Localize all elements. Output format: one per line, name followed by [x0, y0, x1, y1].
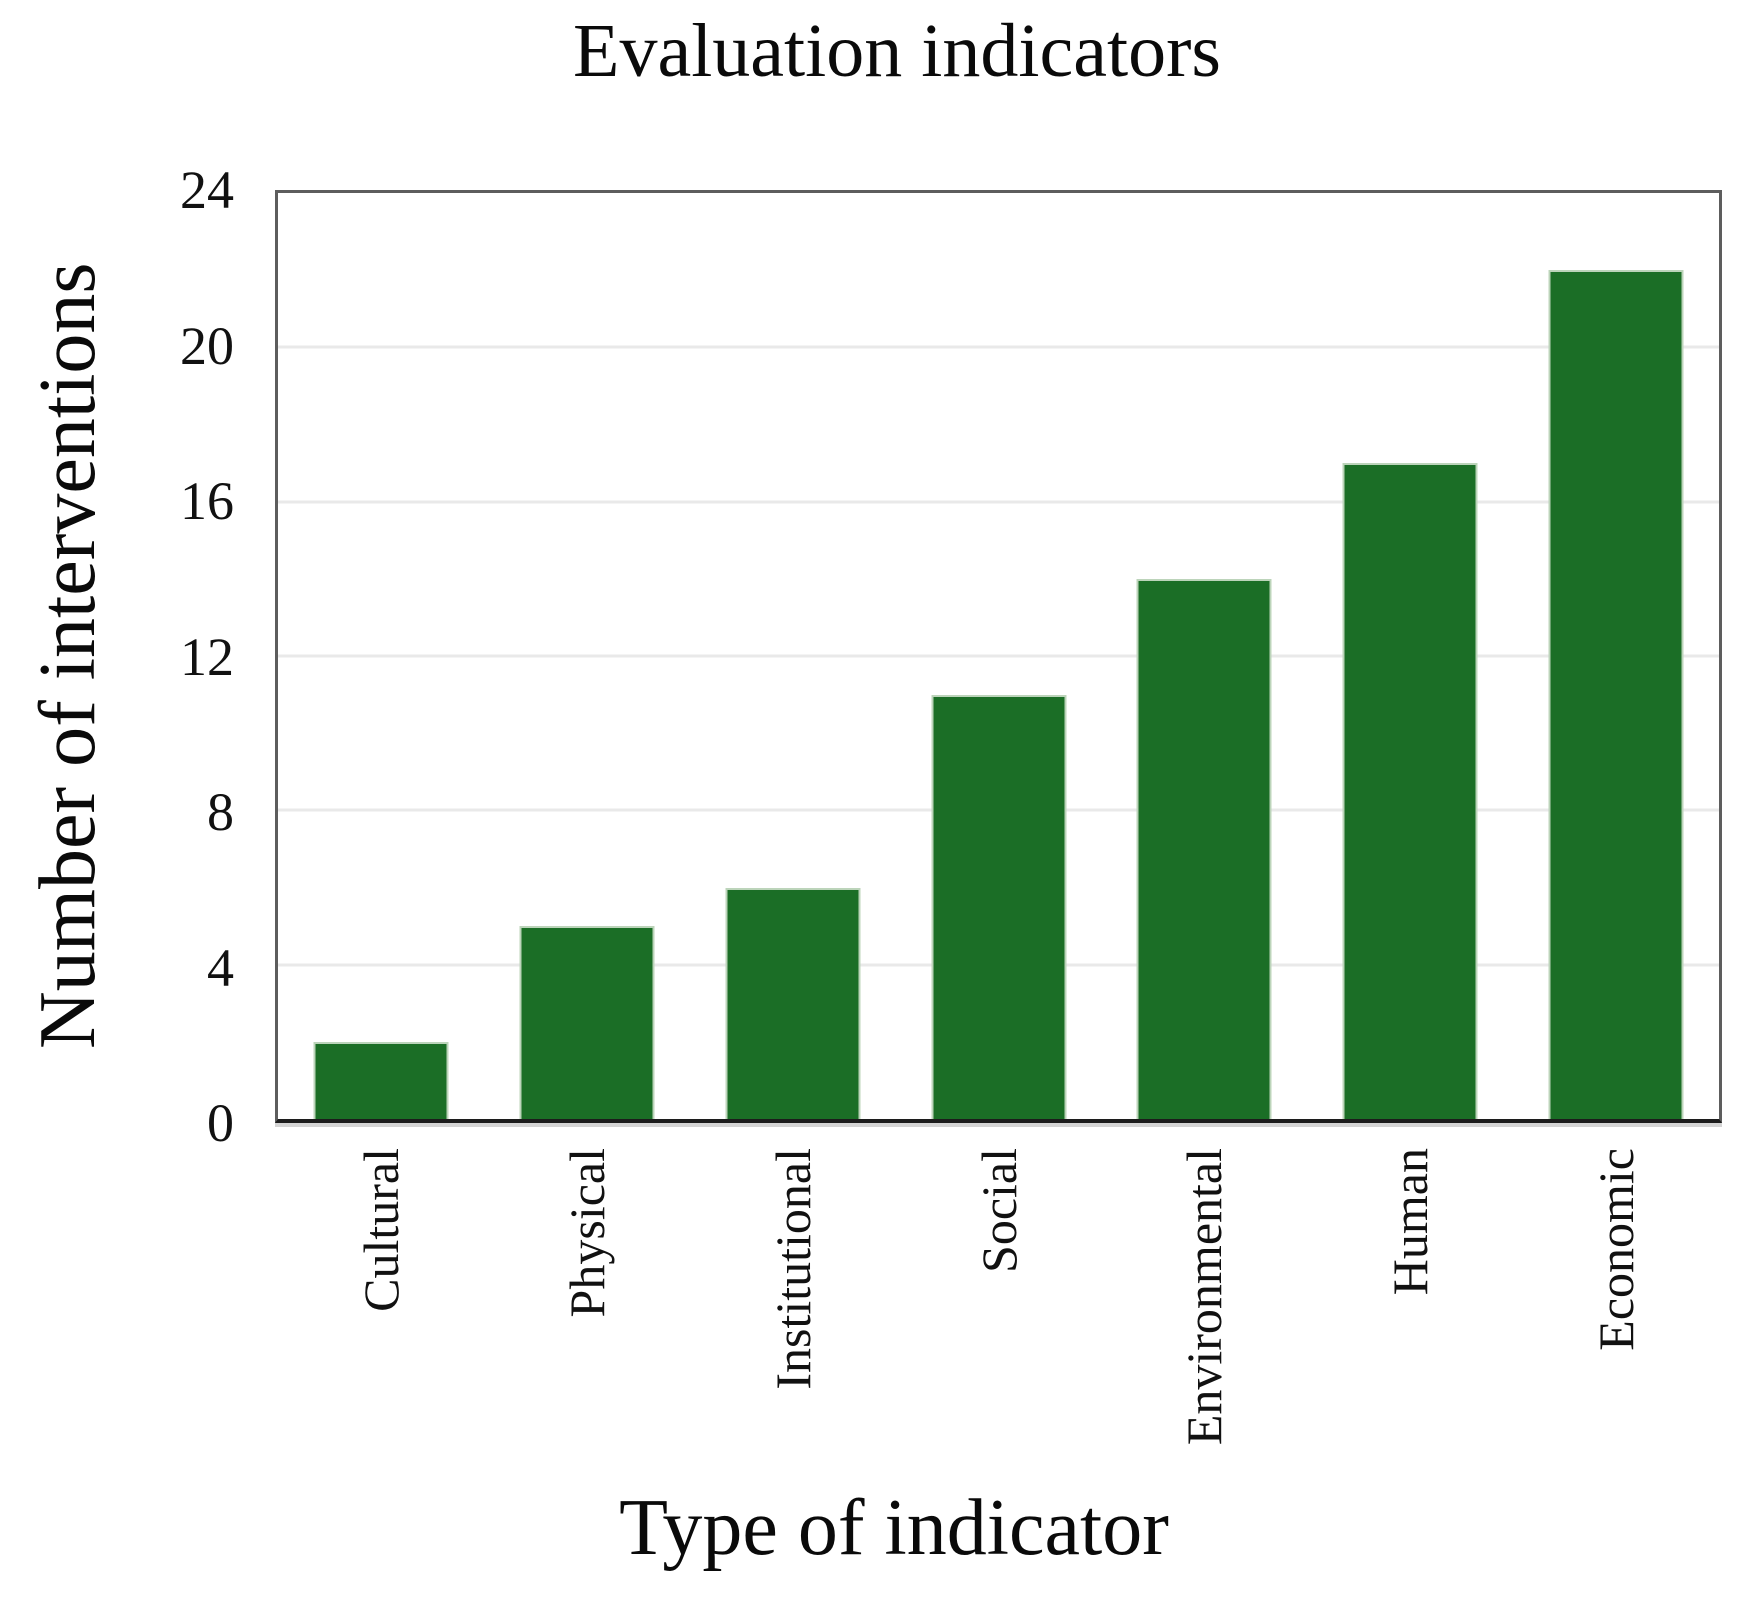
bar-cultural	[313, 1041, 449, 1119]
bar-economic	[1548, 270, 1684, 1119]
y-tick-label-20: 20	[180, 315, 234, 376]
bar-social	[931, 694, 1066, 1119]
x-tick-label-cultural: Cultural	[352, 1148, 409, 1312]
y-tick-label-8: 8	[207, 782, 234, 842]
x-tick-label-institutional: Institutional	[764, 1148, 821, 1390]
y-tick-label-12: 12	[180, 626, 234, 687]
gridline-12	[278, 654, 1719, 658]
chart-title: Evaluation indicators	[573, 9, 1221, 93]
y-tick-label-0: 0	[207, 1093, 234, 1153]
y-tick-label-24: 24	[180, 160, 234, 220]
bar-institutional	[725, 887, 861, 1119]
gridline-16	[278, 500, 1719, 504]
x-tick-label-physical: Physical	[558, 1148, 615, 1318]
x-axis-label: Type of indicator	[619, 1484, 1169, 1572]
x-tick-label-human: Human	[1382, 1148, 1439, 1296]
plot-area	[275, 190, 1722, 1123]
y-tick-label-4: 4	[207, 937, 234, 998]
bar-physical	[519, 926, 655, 1119]
y-tick-label-16: 16	[180, 471, 234, 531]
bar-human	[1342, 463, 1478, 1119]
gridline-20	[278, 345, 1719, 349]
x-tick-label-social: Social	[970, 1148, 1027, 1273]
x-tick-label-environmental: Environmental	[1176, 1148, 1233, 1446]
bar-environmental	[1136, 578, 1272, 1119]
x-tick-label-economic: Economic	[1588, 1148, 1645, 1351]
